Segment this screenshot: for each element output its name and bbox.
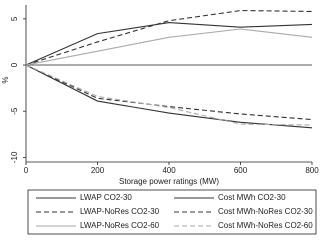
x-tick-label: 800 — [305, 166, 319, 175]
x-tick-label: 400 — [162, 166, 176, 175]
legend-label: LWAP-NoRes CO2-60 — [80, 221, 160, 230]
x-tick-label: 0 — [24, 166, 29, 175]
series-line — [25, 9, 313, 66]
x-tick-label: 200 — [91, 166, 105, 175]
legend-label: Cost MWh CO2-30 — [218, 193, 286, 202]
legend-label: Cost MWh-NoRes CO2-60 — [218, 221, 313, 230]
series-line — [25, 28, 313, 66]
x-tick-label: 600 — [234, 166, 248, 175]
y-tick-label: -10 — [10, 151, 19, 163]
series-line — [25, 64, 313, 126]
x-axis-label: Storage power ratings (MW) — [119, 177, 219, 186]
series-line — [25, 64, 313, 121]
legend-box — [27, 189, 317, 235]
y-tick-label: 0 — [10, 62, 19, 67]
series-line — [25, 64, 313, 129]
legend-label: Cost MWh-NoRes CO2-30 — [218, 207, 313, 216]
y-tick-label: -5 — [10, 107, 19, 115]
y-axis-label: % — [1, 76, 10, 83]
legend-label: LWAP-NoRes CO2-30 — [80, 207, 160, 216]
legend-label: LWAP CO2-30 — [80, 193, 132, 202]
series-line — [25, 21, 313, 66]
y-tick-label: 5 — [10, 16, 19, 21]
